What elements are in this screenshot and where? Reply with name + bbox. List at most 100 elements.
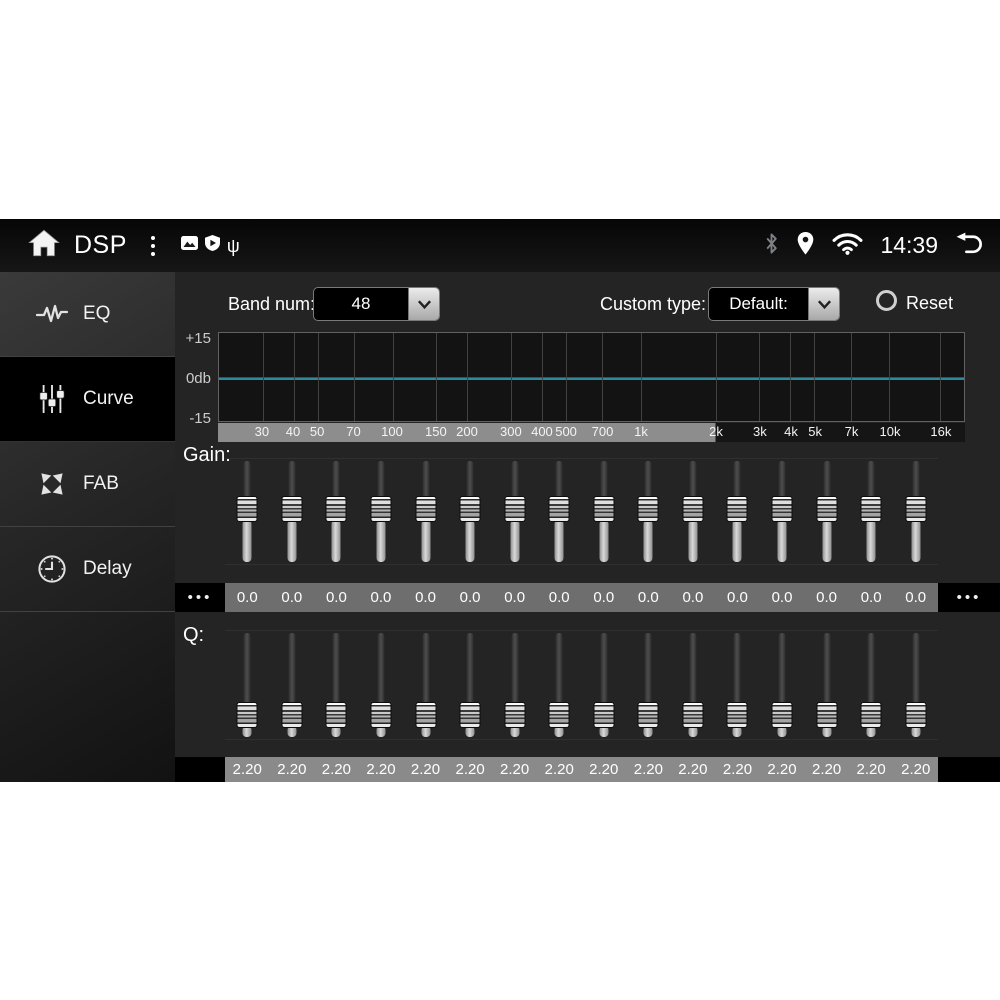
sidebar-item-eq[interactable]: EQ (0, 272, 175, 357)
q-slider-thumb[interactable] (236, 702, 258, 729)
gain-slider-thumb[interactable] (236, 495, 258, 522)
sidebar-item-fab[interactable]: FAB (0, 442, 175, 527)
gain-slider-thumb[interactable] (860, 495, 882, 522)
gain-slider-thumb[interactable] (370, 495, 392, 522)
q-slider[interactable] (225, 631, 270, 739)
q-value: 2.20 (232, 761, 262, 778)
q-slider-thumb[interactable] (682, 702, 704, 729)
gain-slider[interactable] (537, 459, 582, 564)
sidebar-item-label: Curve (83, 388, 134, 409)
q-value: 2.20 (722, 761, 753, 778)
gain-slider-thumb[interactable] (504, 495, 526, 522)
q-value: 2.20 (500, 761, 530, 778)
q-slider[interactable] (626, 631, 671, 739)
q-slider-thumb[interactable] (905, 702, 927, 729)
gain-value: 0.0 (459, 589, 481, 606)
home-button[interactable] (28, 229, 60, 262)
q-slider[interactable] (403, 631, 448, 739)
band-num-select[interactable]: 48 (313, 287, 440, 321)
gain-slider[interactable] (403, 459, 448, 564)
gain-slider-thumb[interactable] (726, 495, 748, 522)
q-slider-thumb[interactable] (325, 702, 347, 729)
freq-gridline (511, 333, 513, 421)
sidebar-item-curve[interactable]: Curve (0, 357, 175, 442)
freq-tick-label: 2k (709, 424, 723, 439)
freq-tick-label: 700 (591, 424, 614, 439)
gain-slider[interactable] (893, 459, 938, 564)
q-slider-thumb[interactable] (281, 702, 303, 729)
q-slider-thumb[interactable] (370, 702, 392, 729)
gain-slider-thumb[interactable] (593, 495, 615, 522)
gain-slider-thumb[interactable] (637, 495, 659, 522)
custom-type-value: Default: (729, 294, 788, 313)
gain-slider[interactable] (582, 459, 627, 564)
gain-slider-thumb[interactable] (816, 495, 838, 522)
gain-value-strip: ••• 0.0 0.0 0.0 0.0 0.0 0.0 0.0 0.0 0.0 0.0 0.0 0.0… (175, 583, 1000, 612)
location-icon[interactable] (796, 231, 815, 261)
back-icon[interactable] (955, 232, 984, 260)
q-slider[interactable] (671, 631, 716, 739)
gain-slider[interactable] (849, 459, 894, 564)
gain-slider-thumb[interactable] (771, 495, 793, 522)
gain-more-right[interactable]: ••• (938, 583, 1000, 612)
gain-slider[interactable] (671, 459, 716, 564)
gain-value: 0.0 (682, 589, 704, 606)
q-slider[interactable] (893, 631, 938, 739)
chevron-down-icon[interactable] (808, 288, 839, 320)
q-slider[interactable] (715, 631, 760, 739)
q-slider[interactable] (582, 631, 627, 739)
gain-slider-thumb[interactable] (905, 495, 927, 522)
freq-tick-label: 200 (456, 424, 478, 439)
gain-slider-thumb[interactable] (325, 495, 347, 522)
sidebar-item-delay[interactable]: Delay (0, 527, 175, 612)
eq-plot[interactable] (218, 332, 965, 422)
q-slider[interactable] (270, 631, 315, 739)
q-slider[interactable] (314, 631, 359, 739)
gain-slider[interactable] (359, 459, 404, 564)
gain-slider-thumb[interactable] (281, 495, 303, 522)
q-slider-thumb[interactable] (860, 702, 882, 729)
notification-icons: ψ (180, 235, 240, 256)
q-slider-thumb[interactable] (504, 702, 526, 729)
q-slider-thumb[interactable] (548, 702, 570, 729)
gain-slider-thumb[interactable] (548, 495, 570, 522)
sliders-icon (36, 384, 68, 414)
gain-slider[interactable] (448, 459, 493, 564)
gain-slider[interactable] (270, 459, 315, 564)
q-slider[interactable] (448, 631, 493, 739)
chevron-down-icon[interactable] (408, 288, 439, 320)
q-slider-thumb[interactable] (593, 702, 615, 729)
q-slider-thumb[interactable] (816, 702, 838, 729)
q-slider-thumb[interactable] (771, 702, 793, 729)
q-slider[interactable] (537, 631, 582, 739)
custom-type-select[interactable]: Default: (708, 287, 840, 321)
wifi-icon[interactable] (832, 232, 863, 260)
q-slider[interactable] (492, 631, 537, 739)
q-slider-thumb[interactable] (637, 702, 659, 729)
gain-slider[interactable] (760, 459, 805, 564)
reset-radio[interactable] (876, 290, 897, 311)
bluetooth-icon[interactable] (764, 232, 779, 260)
gain-slider-thumb[interactable] (682, 495, 704, 522)
gain-slider[interactable] (492, 459, 537, 564)
gain-slider[interactable] (715, 459, 760, 564)
gain-slider-thumb[interactable] (415, 495, 437, 522)
gain-slider-thumb[interactable] (459, 495, 481, 522)
gain-slider[interactable] (804, 459, 849, 564)
gain-slider[interactable] (225, 459, 270, 564)
gain-slider[interactable] (314, 459, 359, 564)
page-title: DSP (74, 231, 127, 259)
overflow-menu-icon[interactable] (150, 235, 155, 256)
q-slider-thumb[interactable] (415, 702, 437, 729)
q-slider[interactable] (804, 631, 849, 739)
band-num-value: 48 (351, 294, 371, 313)
q-slider-thumb[interactable] (459, 702, 481, 729)
q-slider-thumb[interactable] (726, 702, 748, 729)
reset-label: Reset (906, 293, 954, 313)
q-slider[interactable] (359, 631, 404, 739)
gain-more-left[interactable]: ••• (175, 583, 225, 612)
q-slider[interactable] (849, 631, 894, 739)
dsp-screen: DSP ψ 14:39 (0, 219, 1000, 782)
gain-slider[interactable] (626, 459, 671, 564)
q-slider[interactable] (760, 631, 805, 739)
